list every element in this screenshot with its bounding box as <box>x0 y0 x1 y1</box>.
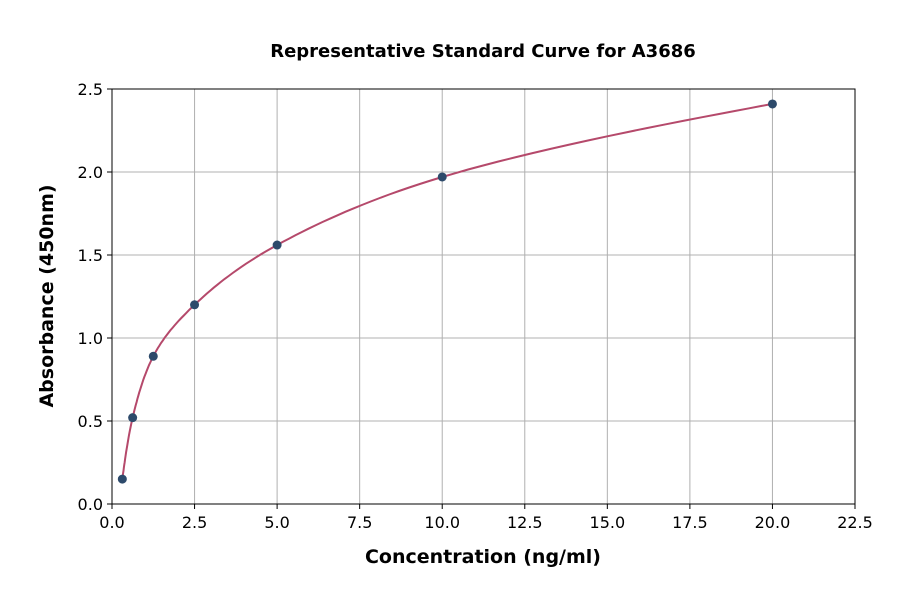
y-tick-label: 2.0 <box>78 163 103 182</box>
x-tick-label: 0.0 <box>99 513 124 532</box>
fit-curve <box>121 102 773 480</box>
x-axis-label: Concentration (ng/ml) <box>365 546 601 568</box>
chart-title: Representative Standard Curve for A3686 <box>270 41 696 62</box>
x-tick-label: 5.0 <box>264 513 289 532</box>
x-tick-label: 15.0 <box>590 513 626 532</box>
data-point <box>767 99 777 109</box>
data-point <box>272 240 282 250</box>
y-axis-label: Absorbance (450nm) <box>36 184 58 407</box>
data-point <box>128 413 138 423</box>
data-points <box>117 99 777 484</box>
plot-frame <box>111 88 856 505</box>
x-tick-label: 2.5 <box>182 513 207 532</box>
y-tick-label: 0.5 <box>78 412 103 431</box>
x-tick-label: 12.5 <box>507 513 543 532</box>
data-point <box>117 474 127 484</box>
y-tick-label: 2.5 <box>78 80 103 99</box>
x-tick-label: 17.5 <box>672 513 708 532</box>
y-axis-ticks: 0.0 0.5 1.0 1.5 2.0 2.5 <box>78 80 112 514</box>
x-tick-label: 7.5 <box>347 513 372 532</box>
data-point <box>190 300 200 310</box>
y-tick-label: 1.5 <box>78 246 103 265</box>
x-axis-ticks: 0.0 2.5 5.0 7.5 10.0 12.5 15.0 17.5 20.0 22.5 <box>99 504 873 532</box>
x-tick-label: 20.0 <box>755 513 791 532</box>
grid <box>111 88 856 505</box>
y-tick-label: 0.0 <box>78 495 103 514</box>
data-point <box>148 351 158 361</box>
y-tick-label: 1.0 <box>78 329 103 348</box>
data-point <box>437 172 447 182</box>
x-tick-label: 22.5 <box>837 513 873 532</box>
x-tick-label: 10.0 <box>424 513 460 532</box>
